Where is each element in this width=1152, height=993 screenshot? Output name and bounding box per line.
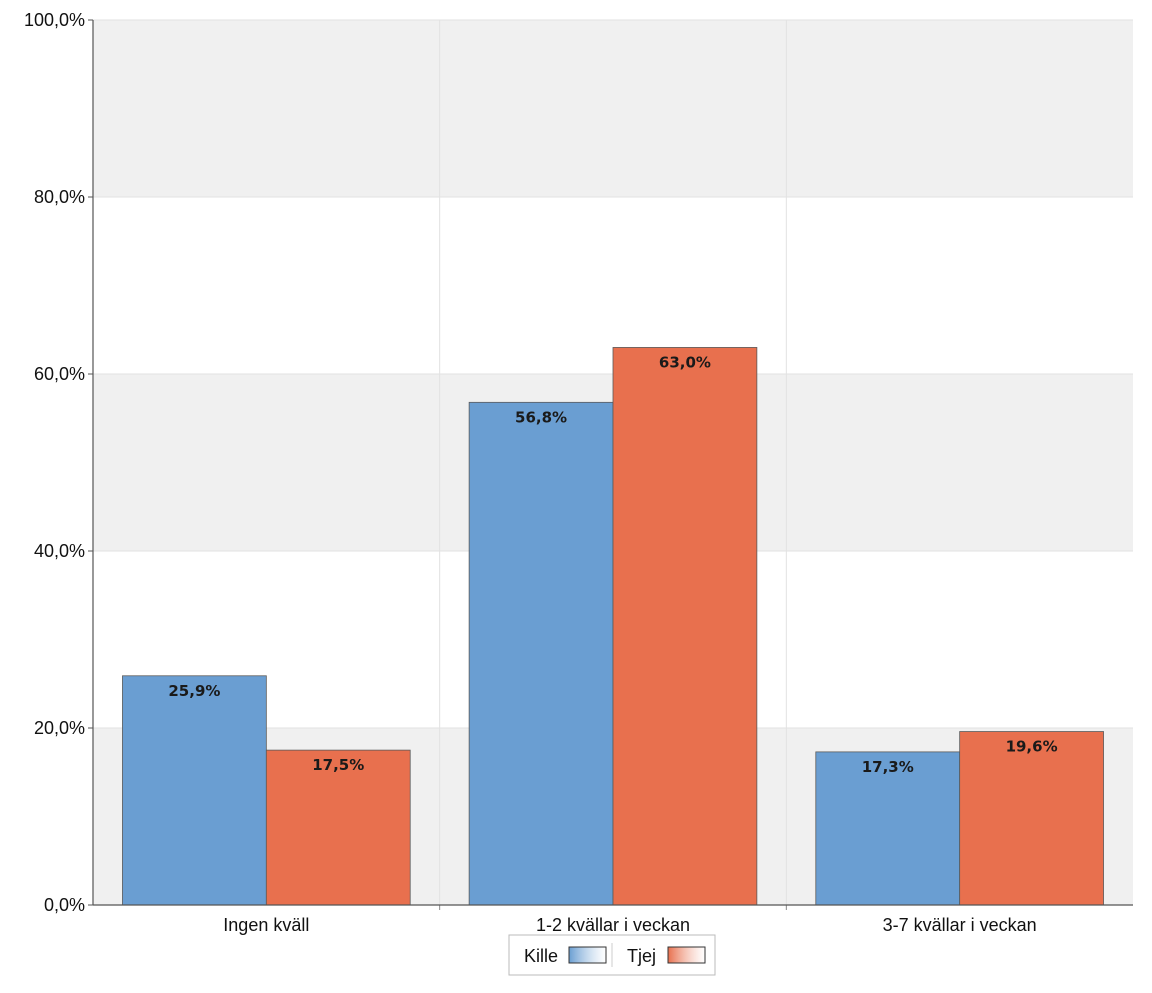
legend-label-tjej: Tjej <box>627 946 656 966</box>
y-tick-label: 80,0% <box>34 187 85 207</box>
legend-swatch-kille <box>568 946 607 964</box>
grid-band <box>93 20 1133 197</box>
legend-swatch-tjej <box>667 946 706 964</box>
bar-tjej-2 <box>959 731 1104 906</box>
bar-kille-0 <box>122 675 267 906</box>
bar-kille-2 <box>815 751 961 906</box>
y-tick-label: 40,0% <box>34 541 85 561</box>
x-tick-label: Ingen kväll <box>223 915 309 935</box>
legend-label-kille: Kille <box>524 946 558 966</box>
bar-tjej-1 <box>612 347 758 906</box>
data-label: 25,9% <box>168 682 220 700</box>
y-tick-label: 20,0% <box>34 718 85 738</box>
y-tick-label: 60,0% <box>34 364 85 384</box>
y-tick-label: 0,0% <box>44 895 85 915</box>
data-label: 17,3% <box>862 758 914 776</box>
data-label: 17,5% <box>312 756 364 774</box>
data-label: 56,8% <box>515 408 567 426</box>
x-tick-label: 3-7 kvällar i veckan <box>883 915 1037 935</box>
data-label: 19,6% <box>1006 738 1058 756</box>
data-label: 63,0% <box>659 353 711 371</box>
bar-tjej-0 <box>265 749 411 906</box>
y-tick-label: 100,0% <box>24 10 85 30</box>
bar-kille-1 <box>468 401 614 906</box>
x-tick-label: 1-2 kvällar i veckan <box>536 915 690 935</box>
